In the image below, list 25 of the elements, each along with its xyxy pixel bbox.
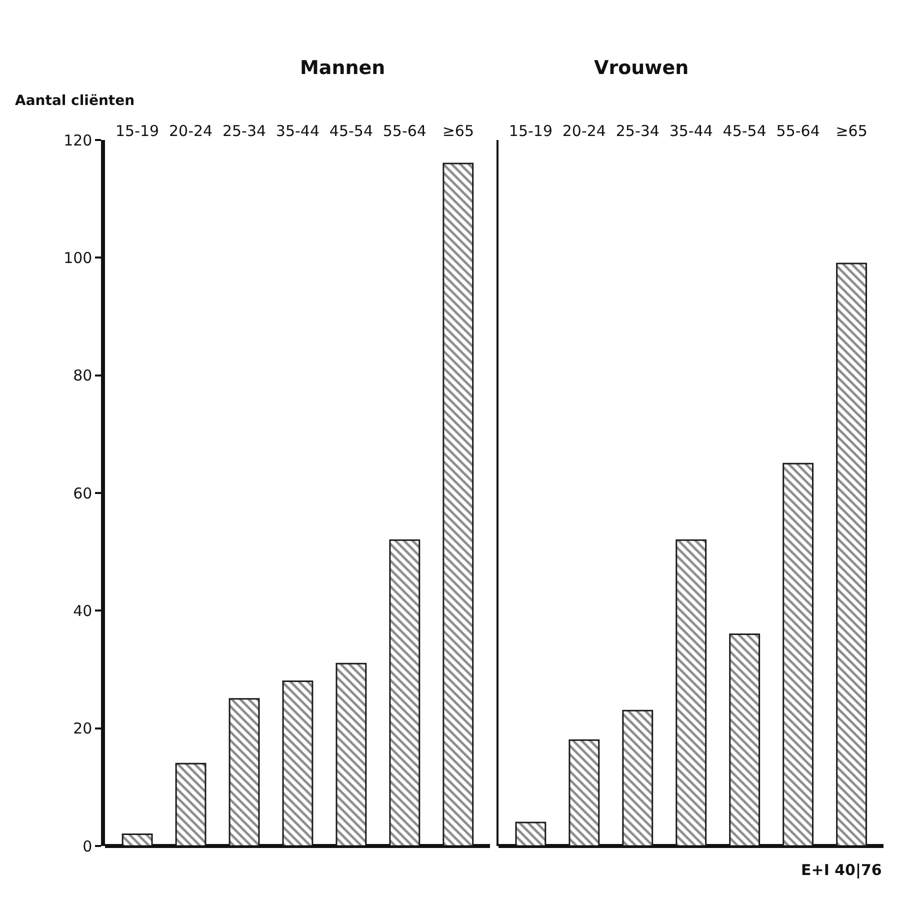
x-tick-label: ≥65 <box>442 122 474 140</box>
x-tick-label: 20-24 <box>168 122 213 140</box>
x-tick-label: 35-44 <box>276 122 320 140</box>
y-tick-label: 40 <box>73 602 92 620</box>
x-tick-label: 55-64 <box>382 122 426 140</box>
x-tick-label: 55-64 <box>776 122 820 140</box>
y-tick-label: 0 <box>82 837 92 856</box>
y-tick-label: 60 <box>73 484 92 502</box>
chart-title: Mannen <box>300 57 386 79</box>
x-tick-label: 35-44 <box>669 122 713 140</box>
x-tick-label: ≥65 <box>836 122 868 140</box>
y-axis-title: Aantal cliënten <box>15 93 135 109</box>
x-tick-label: 25-34 <box>616 122 660 140</box>
x-tick-label: 45-54 <box>722 122 766 140</box>
x-tick-label: 45-54 <box>329 122 374 140</box>
y-tick-label: 100 <box>64 248 92 267</box>
x-tick-label: 15-19 <box>508 122 552 140</box>
x-tick-label: 20-24 <box>562 122 606 140</box>
x-tick-label: 15-19 <box>116 122 160 140</box>
chart-title: Vrouwen <box>594 57 689 79</box>
text: E+I 40|76 <box>801 861 882 879</box>
y-tick-label: 120 <box>64 131 92 150</box>
x-tick-label: 25-34 <box>222 122 266 140</box>
y-tick-label: 20 <box>73 720 92 738</box>
y-tick-label: 80 <box>73 366 92 385</box>
